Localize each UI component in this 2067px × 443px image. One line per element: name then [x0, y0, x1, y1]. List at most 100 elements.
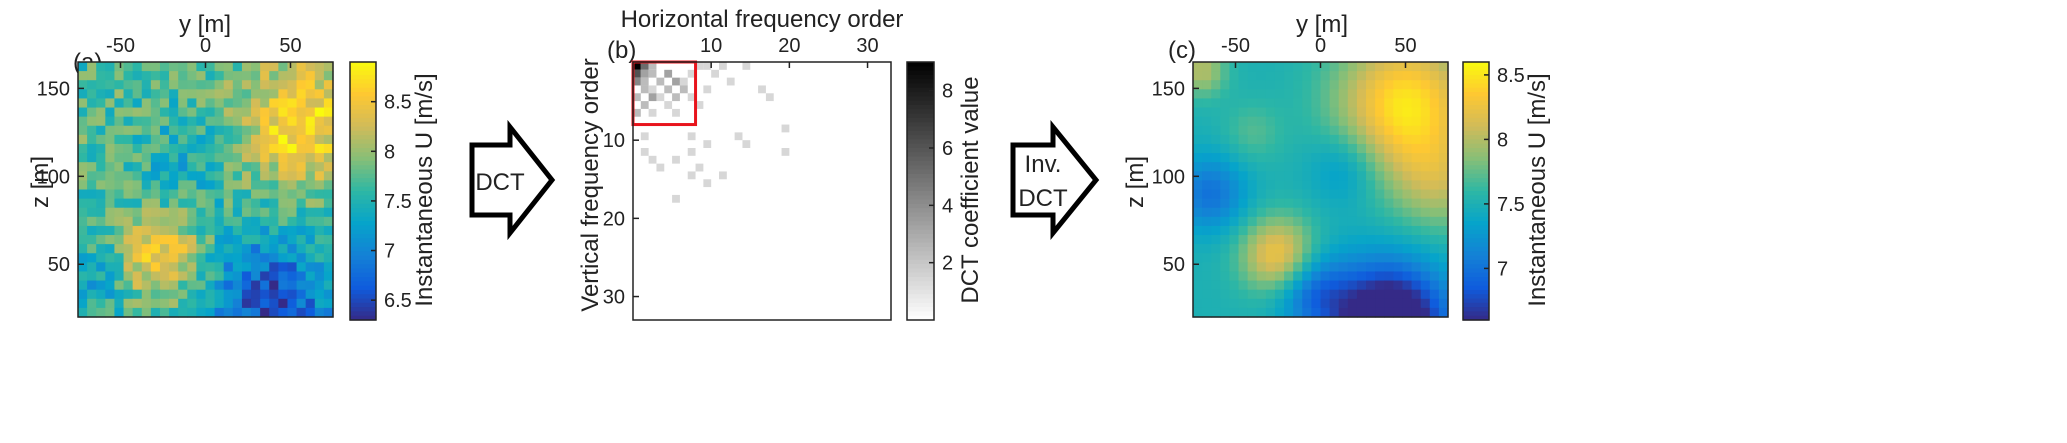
colorbar-segment: [350, 238, 376, 244]
heatmap-cell: [1311, 116, 1322, 127]
heatmap-cell: [78, 98, 88, 109]
colorbar-segment: [907, 191, 934, 196]
heatmap-cell: [305, 244, 316, 254]
heatmap-cell: [196, 280, 207, 291]
colorbar-segment: [907, 255, 934, 261]
colorbar-segment: [907, 212, 934, 218]
heatmap-cell: [169, 271, 179, 282]
colorbar-segment: [1463, 229, 1489, 235]
heatmap-cell: [314, 253, 325, 263]
heatmap-cell: [1302, 207, 1312, 218]
heatmap-cell: [196, 98, 207, 109]
heatmap-cell: [1311, 89, 1322, 100]
panel-a-colorbar-label: Instantaneous U [m/s]: [411, 73, 438, 306]
heatmap-cell: [314, 71, 325, 81]
heatmap-cell: [150, 116, 161, 127]
heatmap-cell: [260, 98, 270, 109]
heatmap-cell: [169, 171, 179, 181]
heatmap-cell: [1347, 125, 1358, 136]
colorbar-tick-label: 8: [1497, 129, 1508, 151]
heatmap-cell: [87, 207, 97, 218]
heatmap-cell: [1247, 253, 1258, 263]
colorbar-segment: [907, 225, 934, 231]
heatmap-cell: [169, 62, 179, 72]
heatmap-cell: [1338, 298, 1349, 309]
heatmap-cell: [1256, 62, 1267, 72]
heatmap-cell: [1338, 134, 1349, 145]
heatmap-cell: [141, 253, 152, 263]
dct-coefficient: [726, 77, 735, 86]
heatmap-cell: [260, 162, 270, 172]
heatmap-cell: [1320, 271, 1331, 282]
heatmap-cell: [1293, 153, 1303, 163]
heatmap-cell: [1193, 244, 1203, 254]
heatmap-cell: [241, 216, 252, 227]
heatmap-cell: [187, 289, 197, 300]
heatmap-cell: [241, 134, 252, 145]
heatmap-cell: [178, 298, 188, 309]
heatmap-cell: [323, 189, 334, 200]
heatmap-cell: [105, 71, 116, 81]
heatmap-cell: [1274, 143, 1285, 154]
heatmap-cell: [187, 253, 197, 263]
dct-coefficient: [633, 62, 641, 70]
heatmap-cell: [105, 62, 116, 72]
colorbar-segment: [1463, 289, 1489, 295]
heatmap-cell: [114, 125, 125, 136]
heatmap-cell: [314, 62, 325, 72]
heatmap-cell: [1265, 180, 1276, 191]
colorbar-segment: [350, 130, 376, 136]
heatmap-cell: [241, 71, 252, 81]
heatmap-cell: [123, 134, 134, 145]
heatmap-cell: [269, 280, 279, 291]
colorbar-segment: [1463, 113, 1489, 119]
heatmap-cell: [269, 116, 279, 127]
heatmap-cell: [132, 298, 143, 309]
heatmap-cell: [1320, 189, 1331, 200]
colorbar-segment: [1463, 191, 1489, 196]
heatmap-cell: [278, 244, 289, 254]
heatmap-cell: [87, 216, 97, 227]
heatmap-cell: [178, 107, 188, 118]
heatmap-cell: [232, 143, 243, 154]
heatmap-cell: [96, 207, 106, 218]
heatmap-cell: [1347, 207, 1358, 218]
heatmap-cell: [96, 225, 106, 236]
heatmap-cell: [123, 189, 134, 200]
heatmap-cell: [314, 225, 325, 236]
heatmap-cell: [1375, 153, 1385, 163]
heatmap-cell: [78, 289, 88, 300]
heatmap-cell: [251, 235, 261, 245]
heatmap-cell: [232, 71, 243, 81]
heatmap-cell: [132, 262, 143, 273]
heatmap-cell: [1366, 171, 1376, 181]
heatmap-cell: [1193, 71, 1203, 81]
dct-coefficient: [703, 62, 712, 70]
heatmap-cell: [232, 225, 243, 236]
heatmap-cell: [1329, 153, 1340, 163]
heatmap-cell: [105, 280, 116, 291]
heatmap-cell: [123, 89, 134, 100]
colorbar-segment: [907, 221, 934, 226]
heatmap-cell: [269, 153, 279, 163]
heatmap-cell: [150, 207, 161, 218]
heatmap-cell: [105, 125, 116, 136]
heatmap-cell: [1429, 98, 1440, 109]
heatmap-cell: [1211, 107, 1221, 118]
heatmap-cell: [1220, 116, 1231, 127]
heatmap-cell: [1347, 153, 1358, 163]
heatmap-cell: [1402, 289, 1413, 300]
heatmap-cell: [1338, 162, 1349, 172]
heatmap-cell: [1229, 298, 1240, 309]
colorbar-segment: [907, 251, 934, 257]
heatmap-cell: [323, 253, 334, 263]
heatmap-cell: [178, 262, 188, 273]
heatmap-cell: [1220, 134, 1231, 145]
heatmap-cell: [1265, 71, 1276, 81]
heatmap-cell: [169, 162, 179, 172]
heatmap-cell: [269, 89, 279, 100]
heatmap-cell: [1256, 216, 1267, 227]
heatmap-cell: [223, 143, 234, 154]
heatmap-cell: [1320, 244, 1331, 254]
heatmap-cell: [1375, 71, 1385, 81]
